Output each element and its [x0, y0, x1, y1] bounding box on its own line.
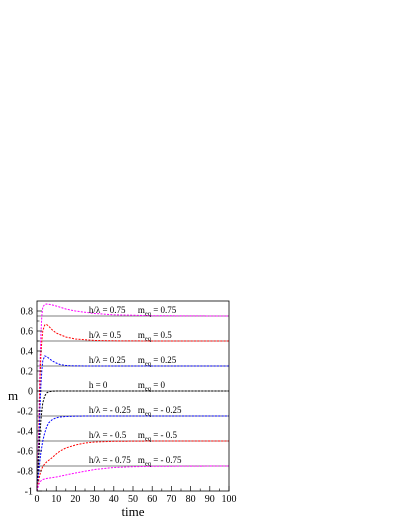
annotation-eq-2: meq = 0.25 [138, 355, 177, 368]
x-tick-label: 10 [51, 494, 61, 505]
annotation-field-6: h/λ = - 0.75 [89, 455, 131, 465]
x-tick-label: 30 [90, 494, 100, 505]
annotation-sub: eq [145, 411, 152, 418]
plot-area: 0 10 20 30 40 50 60 70 80 90 100 -1 -0.8 -0.6 -0.4 -0.2… [17, 300, 237, 505]
annotation-sub: eq [145, 311, 152, 318]
annotation-eq-4: meq = - 0.25 [138, 405, 182, 418]
y-tick-label: -1 [25, 487, 33, 498]
x-axis-title: time [121, 504, 144, 519]
annotation-value: = 0.5 [151, 330, 172, 340]
plot-frame [36, 300, 230, 492]
annotation-sub: eq [145, 436, 152, 443]
y-tick-label: 0.8 [21, 307, 34, 318]
annotation-sub: eq [145, 361, 152, 368]
x-tick-label: 60 [147, 494, 157, 505]
annotation-eq-1: meq = 0.5 [138, 330, 172, 343]
annotation-field-4: h/λ = - 0.25 [89, 405, 131, 415]
x-tick-label: 70 [166, 494, 176, 505]
annotation-m: m [138, 430, 145, 440]
x-tick-label: 20 [70, 494, 80, 505]
x-tick-label: 40 [109, 494, 119, 505]
series-line-2 [36, 355, 229, 492]
annotation-field-5: h/λ = - 0.5 [89, 430, 127, 440]
annotation-sub: eq [145, 386, 152, 393]
series-line-4 [36, 415, 229, 492]
x-tick-label: 80 [186, 494, 196, 505]
annotation-field-3: h = 0 [89, 380, 108, 390]
annotation-eq-6: meq = - 0.75 [138, 455, 182, 468]
y-tick-label: 0.4 [21, 347, 34, 358]
annotation-value: = 0.75 [151, 305, 177, 315]
series-line-6 [36, 465, 230, 492]
annotation-sub: eq [145, 336, 152, 343]
y-tick-label: -0.6 [17, 447, 33, 458]
annotation-value: = - 0.25 [151, 405, 182, 415]
annotation-field-2: h/λ = 0.25 [89, 355, 126, 365]
annotation-value: = - 0.75 [151, 455, 182, 465]
annotation-m: m [138, 355, 145, 365]
annotation-field-1: h/λ = 0.5 [89, 330, 122, 340]
annotation-m: m [138, 380, 145, 390]
y-tick-label: -0.8 [17, 467, 33, 478]
y-tick-label: -0.4 [17, 427, 33, 438]
y-tick-label: 0.6 [21, 327, 34, 338]
annotation-sub: eq [145, 461, 152, 468]
annotation-m: m [138, 455, 145, 465]
y-axis-title: m [8, 388, 18, 403]
y-tick-label: -0.2 [17, 407, 33, 418]
annotation-eq-0: meq = 0.75 [138, 305, 177, 318]
annotation-field-0: h/λ = 0.75 [89, 305, 126, 315]
annotation-value: = 0.25 [151, 355, 177, 365]
x-tick-label: 50 [128, 494, 138, 505]
annotation-value: = 0 [151, 380, 166, 390]
y-tick-label: 0.2 [21, 367, 34, 378]
y-tick-label: 0 [28, 387, 33, 398]
annotation-value: = - 0.5 [151, 430, 178, 440]
x-tick-label: 90 [205, 494, 215, 505]
x-tick-label: 0 [35, 494, 40, 505]
x-tick-label: 100 [222, 494, 237, 505]
annotation-m: m [138, 405, 145, 415]
annotation-eq-5: meq = - 0.5 [138, 430, 178, 443]
series-line-0 [36, 303, 230, 492]
annotation-m: m [138, 305, 145, 315]
annotation-eq-3: meq = 0 [138, 380, 166, 393]
annotation-m: m [138, 330, 145, 340]
